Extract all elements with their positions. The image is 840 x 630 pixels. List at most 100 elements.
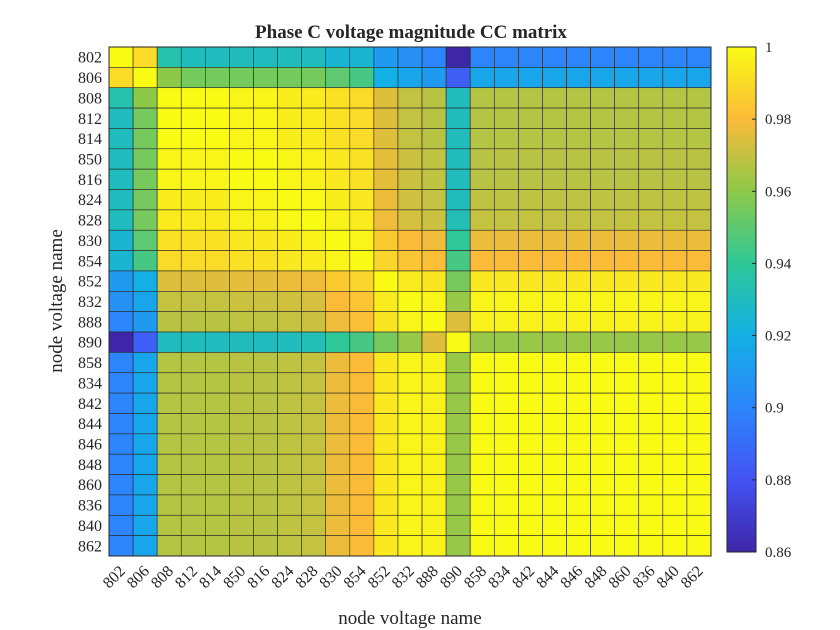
heatmap-cell-808-802 [108,87,134,109]
heatmap-cell-862-830 [325,535,351,557]
heatmap-cell-852-852 [373,270,399,292]
heatmap-cell-854-844 [542,250,567,272]
heatmap-cell-806-830 [325,67,351,89]
heatmap-cell-852-842 [518,270,543,292]
heatmap-cell-840-862 [686,514,712,536]
heatmap-cell-858-814 [205,352,230,374]
heatmap-cell-860-828 [301,474,327,496]
heatmap-cell-836-850 [229,494,254,516]
heatmap-cell-842-854 [349,392,375,414]
heatmap-cell-846-834 [493,433,519,455]
heatmap-cell-802-850 [229,46,254,68]
heatmap-cell-836-832 [397,494,423,516]
heatmap-cell-832-862 [686,291,712,312]
heatmap-cell-844-850 [229,413,254,435]
heatmap-cell-888-806 [132,311,158,333]
heatmap-cell-852-846 [566,270,591,292]
heatmap-cell-808-806 [132,87,158,109]
heatmap-cell-806-860 [614,67,640,89]
heatmap-cell-836-858 [469,494,495,516]
heatmap-cell-834-846 [566,372,591,394]
heatmap-cell-834-832 [397,372,423,394]
heatmap-cell-888-840 [662,311,688,333]
heatmap-cell-830-858 [469,229,495,251]
heatmap-cell-862-890 [445,535,471,557]
heatmap-cell-834-852 [373,372,399,394]
heatmap-cell-802-832 [397,46,423,68]
heatmap-cell-816-806 [132,168,158,190]
x-tick-label: 840 [654,563,683,592]
heatmap-cell-890-862 [686,331,712,353]
heatmap-cell-828-860 [614,209,640,231]
y-tick-label: 824 [78,192,102,209]
heatmap-cell-808-814 [205,87,230,109]
heatmap-cell-850-814 [205,148,230,170]
heatmap-cell-828-852 [373,209,399,231]
heatmap-cell-832-852 [373,291,399,312]
heatmap-cell-840-888 [421,514,447,536]
heatmap-cell-860-814 [205,474,230,496]
x-tick-label: 850 [220,563,249,592]
heatmap-cell-852-848 [590,270,615,292]
heatmap-cell-850-816 [253,148,278,170]
heatmap-cell-832-890 [445,291,471,312]
heatmap-cell-814-824 [277,128,302,150]
heatmap-cell-850-890 [445,148,471,170]
heatmap-cell-860-860 [614,474,640,496]
heatmap-cell-840-814 [205,514,230,536]
heatmap-cell-850-824 [277,148,302,170]
heatmap-cell-802-848 [590,46,615,68]
heatmap-cell-840-858 [469,514,495,536]
heatmap-cell-816-816 [253,168,278,190]
heatmap-cell-854-862 [686,250,712,272]
heatmap-cell-858-842 [518,352,543,374]
heatmap-cell-814-854 [349,128,375,150]
y-tick-label: 832 [78,294,102,311]
heatmap-cell-848-854 [349,453,375,475]
heatmap-cell-848-808 [156,453,182,475]
heatmap-cell-844-860 [614,413,640,435]
heatmap-cell-834-890 [445,372,471,394]
heatmap-cell-834-834 [493,372,519,394]
heatmap-cell-828-846 [566,209,591,231]
heatmap-cell-808-824 [277,87,302,109]
x-tick-label: 832 [389,563,418,592]
heatmap-cell-834-844 [542,372,567,394]
heatmap-cell-828-850 [229,209,254,231]
x-tick-label: 836 [630,563,659,592]
heatmap-cell-806-840 [662,67,688,89]
heatmap-cell-890-844 [542,331,567,353]
heatmap-cell-802-840 [662,46,688,68]
heatmap-cell-848-852 [373,453,399,475]
heatmap-cell-846-846 [566,433,591,455]
heatmap-cell-846-832 [397,433,423,455]
heatmap-cell-860-852 [373,474,399,496]
heatmap-cell-852-890 [445,270,471,292]
heatmap-cell-828-808 [156,209,182,231]
heatmap-cell-806-846 [566,67,591,89]
heatmap-cell-850-854 [349,148,375,170]
heatmap-cell-848-846 [566,453,591,475]
heatmap-cell-802-854 [349,46,375,68]
heatmap-cell-852-850 [229,270,254,292]
heatmap-cell-848-858 [469,453,495,475]
heatmap-cell-828-862 [686,209,712,231]
heatmap-cell-852-836 [638,270,664,292]
x-tick-label: 812 [172,563,201,592]
heatmap-cell-854-806 [132,250,158,272]
heatmap-cell-840-860 [614,514,640,536]
heatmap-cell-812-802 [108,107,134,129]
heatmap-cell-836-860 [614,494,640,516]
heatmap-cell-842-890 [445,392,471,414]
heatmap-cell-814-860 [614,128,640,150]
heatmap-cell-888-858 [469,311,495,333]
heatmap-cell-846-862 [686,433,712,455]
heatmap-cell-816-890 [445,168,471,190]
heatmap-cell-836-806 [132,494,158,516]
heatmap-cell-854-802 [108,250,134,272]
heatmap-cell-812-858 [469,107,495,129]
heatmap-cell-862-808 [156,535,182,557]
heatmap-cell-832-812 [180,291,206,312]
heatmap-cell-830-812 [180,229,206,251]
heatmap-cell-814-812 [180,128,206,150]
